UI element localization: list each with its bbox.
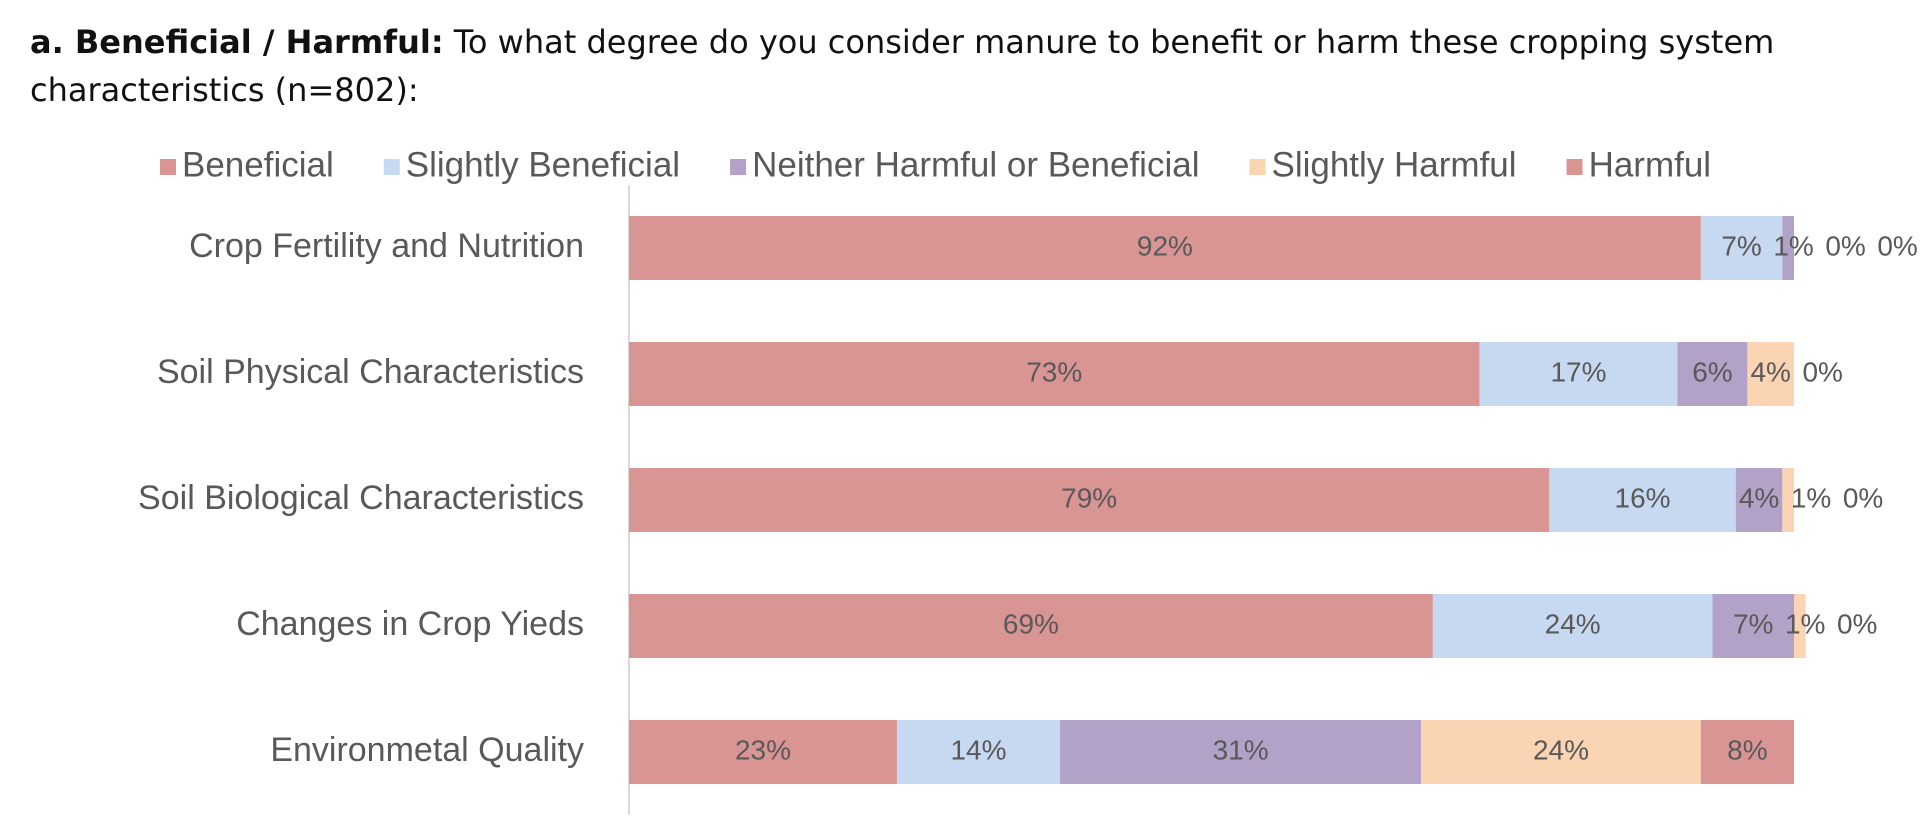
legend-marker [383, 159, 400, 175]
data-label: 0% [1843, 482, 1883, 513]
data-label: 14% [950, 734, 1006, 765]
title-text: To what degree do you consider manure to… [30, 23, 1775, 109]
legend-label: Slightly Beneficial [406, 145, 680, 184]
data-label: 1% [1773, 230, 1813, 261]
bar-segment [1479, 342, 1678, 406]
bar-segment [1782, 468, 1794, 532]
data-label: 0% [1837, 608, 1877, 639]
bar-segment [1735, 468, 1783, 532]
data-label: 8% [1727, 734, 1767, 765]
chart-title: a. Beneficial / Harmful: To what degree … [30, 18, 1890, 114]
bar-segment [1421, 720, 1701, 784]
data-label: 17% [1550, 356, 1606, 387]
bar-segment [1712, 594, 1794, 658]
title-label: a. Beneficial / Harmful: [30, 23, 444, 61]
bar-segment [629, 216, 1701, 280]
data-label: 73% [1026, 356, 1082, 387]
bar-segment [1432, 594, 1713, 658]
data-label: 16% [1615, 482, 1671, 513]
data-label: 0% [1877, 230, 1917, 261]
legend-marker [1566, 159, 1583, 175]
data-label: 4% [1750, 356, 1790, 387]
data-label: 6% [1692, 356, 1732, 387]
data-label: 4% [1739, 482, 1779, 513]
data-label: 24% [1545, 608, 1601, 639]
data-label: 92% [1137, 230, 1193, 261]
data-label: 24% [1533, 734, 1589, 765]
bar-segment [1782, 216, 1794, 280]
category-label: Crop Fertility and Nutrition [189, 227, 584, 265]
legend-marker [160, 159, 176, 175]
category-label: Changes in Crop Yieds [236, 605, 584, 643]
legend-marker [1249, 159, 1266, 175]
bar-segment [1060, 720, 1422, 784]
bar-segment [629, 468, 1550, 532]
legend-label: Harmful [1589, 145, 1712, 184]
legend-label: Slightly Harmful [1271, 145, 1516, 184]
bar-segment [1794, 594, 1806, 658]
bar-segment [1747, 342, 1794, 406]
bar-segment [1700, 720, 1794, 784]
data-label: 23% [735, 734, 791, 765]
data-label: 0% [1802, 356, 1842, 387]
legend-label: Beneficial [182, 145, 334, 184]
legend-marker [730, 159, 747, 175]
bar-segment [1549, 468, 1736, 532]
data-label: 0% [1825, 230, 1865, 261]
category-label: Soil Biological Characteristics [138, 479, 584, 517]
bar-segment [629, 342, 1480, 406]
bar-segment [629, 720, 897, 784]
data-label: 7% [1721, 230, 1761, 261]
bar-segment [1700, 216, 1783, 280]
bar-segment [629, 594, 1433, 658]
legend-label: Neither Harmful or Beneficial [752, 145, 1199, 184]
category-label: Environmetal Quality [270, 731, 584, 769]
data-label: 7% [1733, 608, 1773, 639]
bar-segment [1677, 342, 1748, 406]
bar-segment [896, 720, 1061, 784]
data-label: 79% [1061, 482, 1117, 513]
data-label: 1% [1785, 608, 1825, 639]
data-label: 31% [1213, 734, 1269, 765]
data-label: 69% [1003, 608, 1059, 639]
data-label: 1% [1791, 482, 1831, 513]
category-label: Soil Physical Characteristics [157, 353, 584, 391]
